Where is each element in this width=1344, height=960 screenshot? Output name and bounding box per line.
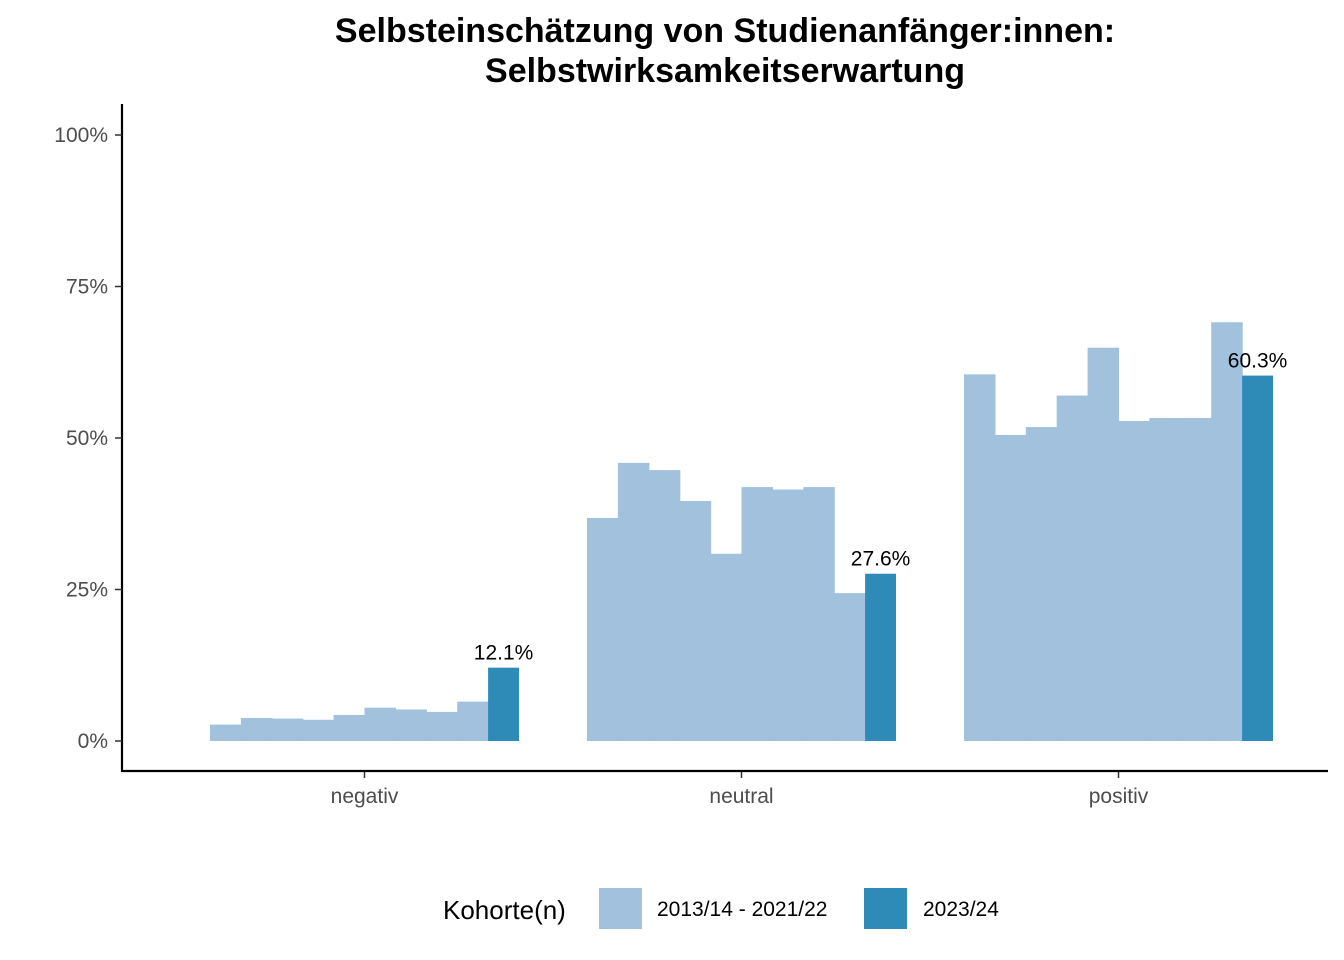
chart-title-line2: Selbstwirksamkeitserwartung bbox=[485, 52, 965, 90]
bar-positiv-historic-1 bbox=[964, 374, 996, 741]
bar-negativ-historic-6 bbox=[364, 707, 396, 741]
bar-positiv-historic-5 bbox=[1087, 347, 1120, 741]
bar-negativ-historic-9 bbox=[457, 701, 489, 741]
bar-neutral-historic-1 bbox=[587, 517, 619, 741]
bar-negativ-historic-5 bbox=[333, 714, 366, 741]
bar-positiv-historic-9 bbox=[1211, 322, 1243, 741]
bar-positiv-historic-4 bbox=[1056, 395, 1089, 741]
bar-negativ-2023-24 bbox=[488, 667, 519, 741]
bar-neutral-historic-7 bbox=[772, 489, 804, 741]
bar-positiv-historic-2 bbox=[994, 434, 1027, 741]
bar-neutral-historic-6 bbox=[741, 487, 773, 741]
y-tick-label-3: 75% bbox=[66, 276, 108, 299]
legend-label-2: 2023/24 bbox=[923, 898, 999, 921]
y-tick-label-2: 50% bbox=[66, 427, 108, 450]
legend-label-1: 2013/14 - 2021/22 bbox=[657, 898, 827, 921]
y-tick-label-1: 25% bbox=[66, 579, 108, 602]
bar-positiv-historic-8 bbox=[1180, 418, 1212, 741]
bar-negativ-historic-1 bbox=[210, 724, 242, 741]
bars-layer bbox=[210, 322, 1273, 741]
bar-positiv-historic-3 bbox=[1025, 427, 1058, 741]
legend: Kohorte(n) 2013/14 - 2021/22 2023/24 bbox=[443, 888, 999, 929]
legend-key-2 bbox=[864, 888, 907, 929]
bar-neutral-historic-9 bbox=[834, 593, 866, 741]
x-tick-label-negativ: negativ bbox=[331, 785, 399, 808]
bar-neutral-historic-8 bbox=[803, 487, 835, 741]
y-tick-label-0: 0% bbox=[78, 730, 108, 753]
bar-negativ-historic-2 bbox=[240, 717, 273, 741]
bar-neutral-historic-4 bbox=[679, 501, 712, 741]
data-labels-layer: 12.1% 27.6% 60.3% bbox=[474, 350, 1288, 665]
axes-layer: negativ neutral positiv 0% 25% 50% 75% 100% bbox=[54, 104, 1328, 808]
data-label-neutral: 27.6% bbox=[851, 548, 911, 571]
bar-negativ-historic-8 bbox=[426, 711, 458, 741]
bar-positiv-historic-6 bbox=[1118, 421, 1150, 741]
x-tick-label-neutral: neutral bbox=[709, 785, 773, 808]
y-tick-label-4: 100% bbox=[54, 124, 108, 147]
chart-title-line1: Selbsteinschätzung von Studienanfänger:i… bbox=[335, 12, 1115, 50]
x-tick-label-positiv: positiv bbox=[1089, 785, 1149, 808]
bar-negativ-historic-3 bbox=[271, 718, 304, 741]
legend-key-1 bbox=[599, 888, 642, 929]
bar-positiv-historic-7 bbox=[1149, 418, 1181, 741]
bar-positiv-2023-24 bbox=[1242, 375, 1273, 741]
data-label-negativ: 12.1% bbox=[474, 642, 534, 665]
data-label-positiv: 60.3% bbox=[1228, 350, 1288, 373]
bar-neutral-historic-5 bbox=[710, 553, 743, 741]
legend-title: Kohorte(n) bbox=[443, 895, 566, 925]
bar-negativ-historic-7 bbox=[395, 709, 427, 741]
bar-negativ-historic-4 bbox=[302, 719, 335, 741]
bar-neutral-historic-3 bbox=[648, 470, 681, 741]
bar-neutral-2023-24 bbox=[865, 573, 896, 741]
bar-neutral-historic-2 bbox=[617, 462, 650, 741]
